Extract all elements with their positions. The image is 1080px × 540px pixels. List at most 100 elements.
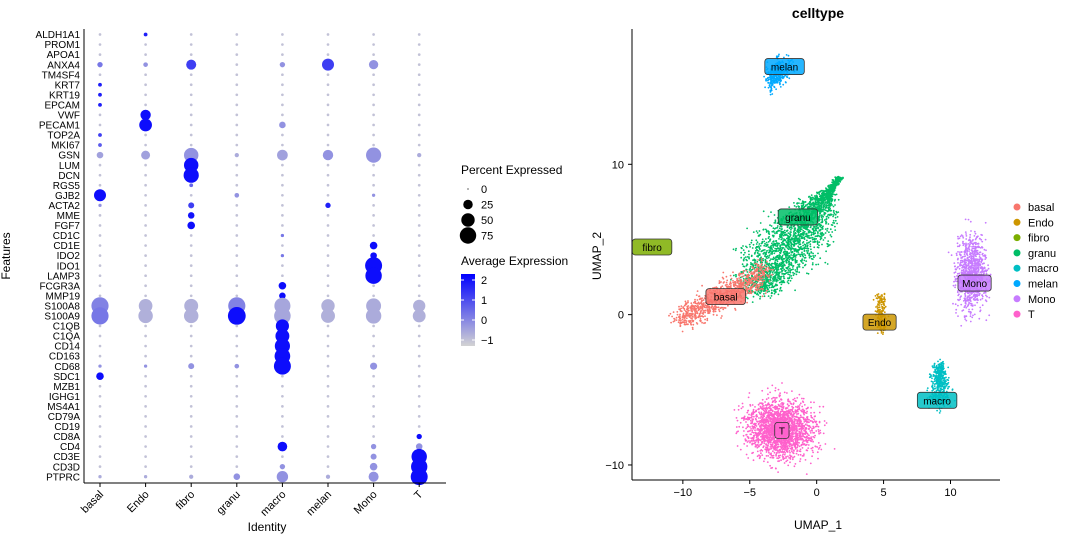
umap-point	[807, 228, 809, 231]
umap-point	[790, 251, 793, 254]
umap-point	[804, 205, 807, 207]
umap-point	[833, 448, 836, 450]
expression-dot	[98, 274, 102, 278]
umap-point	[779, 225, 782, 228]
umap-point	[801, 258, 804, 260]
expression-dot	[326, 244, 330, 247]
expression-dot	[417, 284, 421, 288]
umap-point	[754, 251, 756, 254]
umap-point	[685, 323, 688, 326]
umap-point	[797, 454, 800, 456]
umap-point	[718, 310, 721, 313]
umap-point	[692, 323, 695, 326]
umap-point	[825, 206, 828, 209]
umap-point	[768, 235, 770, 238]
umap-point	[805, 473, 808, 475]
umap-point	[765, 245, 767, 248]
umap-point	[681, 330, 684, 333]
umap-point	[787, 237, 789, 240]
umap-point	[775, 266, 778, 269]
umap-point	[748, 243, 751, 246]
expression-dot	[189, 455, 193, 458]
expression-dot	[144, 224, 147, 227]
umap-point	[780, 289, 783, 292]
umap-point	[799, 255, 802, 258]
umap-point	[760, 287, 763, 290]
expression-dot	[370, 453, 377, 460]
umap-point	[769, 224, 771, 227]
umap-point	[708, 308, 711, 311]
umap-point	[782, 243, 785, 246]
expression-dot	[281, 183, 284, 187]
umap-point	[786, 242, 789, 245]
umap-point	[772, 256, 775, 259]
umap-point	[830, 185, 832, 188]
expression-dot	[144, 83, 147, 87]
umap-point	[829, 228, 832, 231]
umap-point	[782, 457, 784, 459]
expression-dot	[235, 405, 239, 408]
umap-point	[723, 281, 725, 283]
expression-dot	[365, 308, 382, 324]
umap-point	[679, 324, 682, 327]
expression-dot	[189, 113, 193, 117]
umap-point	[771, 273, 773, 276]
umap-point	[701, 303, 704, 306]
umap-point	[779, 277, 782, 279]
expression-colorbar	[461, 274, 475, 346]
expression-dot	[98, 224, 102, 227]
expression-dot	[97, 61, 103, 68]
umap-point	[745, 280, 748, 283]
umap-point	[810, 248, 812, 251]
expression-dot	[235, 425, 239, 428]
expression-dot	[98, 425, 102, 428]
umap-point	[787, 282, 790, 285]
expression-dot	[144, 103, 147, 107]
feature-label: ANXA4	[47, 60, 80, 71]
expression-dot	[281, 53, 284, 56]
umap-point	[752, 259, 754, 262]
expression-dot	[189, 244, 193, 247]
umap-point	[744, 438, 747, 440]
umap-point	[754, 429, 756, 432]
umap-point	[770, 245, 773, 247]
umap-point	[700, 298, 702, 300]
umap-point	[684, 302, 687, 304]
umap-point	[823, 208, 825, 211]
umap-point	[750, 281, 753, 284]
umap-point	[750, 276, 753, 279]
umap-point	[766, 249, 768, 252]
expression-dot	[143, 364, 148, 368]
umap-point	[756, 260, 759, 263]
expression-dot	[417, 405, 421, 408]
expression-dot	[189, 93, 193, 97]
expression-dot	[417, 254, 421, 257]
expression-dot	[326, 193, 330, 197]
umap-point	[829, 207, 831, 210]
expression-dot	[98, 344, 102, 348]
umap-point	[827, 206, 830, 209]
umap-point	[723, 307, 726, 309]
umap-point	[688, 312, 691, 315]
expression-dot	[417, 394, 421, 398]
umap-point	[798, 263, 801, 266]
umap-point	[761, 249, 764, 252]
umap-point	[694, 317, 697, 320]
feature-label: GJB2	[55, 191, 80, 202]
expression-dot	[281, 193, 284, 197]
expression-dot	[368, 60, 379, 70]
umap-point	[765, 277, 767, 280]
expression-dot	[412, 309, 426, 323]
umap-point	[700, 305, 702, 308]
feature-label: CD8A	[53, 432, 80, 443]
umap-point	[807, 444, 810, 446]
umap-point	[682, 313, 685, 316]
expression-dot	[275, 319, 289, 333]
umap-point	[818, 244, 820, 247]
feature-label: CD14	[54, 342, 80, 353]
umap-point	[765, 279, 768, 282]
umap-point	[803, 227, 806, 230]
umap-point	[687, 313, 689, 315]
umap-point	[706, 309, 709, 312]
umap-point	[776, 225, 779, 227]
